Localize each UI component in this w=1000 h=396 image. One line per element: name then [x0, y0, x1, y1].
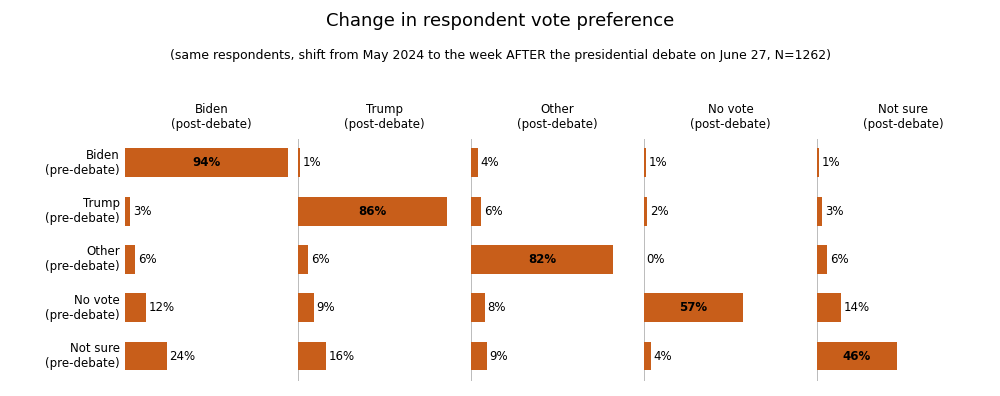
Text: 6%: 6% — [484, 205, 503, 217]
Bar — [471, 148, 478, 177]
Bar — [471, 341, 487, 371]
Bar — [298, 341, 326, 371]
Text: Trump
(post-debate): Trump (post-debate) — [344, 103, 425, 131]
Text: No vote
(post-debate): No vote (post-debate) — [690, 103, 771, 131]
Text: 14%: 14% — [844, 301, 870, 314]
Text: Other
(pre-debate): Other (pre-debate) — [45, 246, 120, 273]
Bar — [644, 293, 743, 322]
Text: 9%: 9% — [316, 301, 335, 314]
Bar — [471, 293, 485, 322]
Bar — [644, 341, 651, 371]
Text: 0%: 0% — [647, 253, 665, 266]
Text: 2%: 2% — [650, 205, 669, 217]
Bar — [298, 148, 300, 177]
Text: Not sure
(pre-debate): Not sure (pre-debate) — [45, 342, 120, 370]
Text: 4%: 4% — [481, 156, 499, 169]
Text: 4%: 4% — [654, 350, 672, 362]
Text: 82%: 82% — [528, 253, 556, 266]
Text: 3%: 3% — [133, 205, 151, 217]
Text: 86%: 86% — [358, 205, 387, 217]
Bar — [817, 245, 827, 274]
Text: Trump
(pre-debate): Trump (pre-debate) — [45, 197, 120, 225]
Bar — [298, 293, 314, 322]
Text: No vote
(pre-debate): No vote (pre-debate) — [45, 294, 120, 322]
Text: 1%: 1% — [821, 156, 840, 169]
Text: 12%: 12% — [148, 301, 174, 314]
Text: (same respondents, shift from May 2024 to the week AFTER the presidential debate: (same respondents, shift from May 2024 t… — [170, 50, 830, 63]
Text: 8%: 8% — [487, 301, 506, 314]
Bar — [644, 196, 647, 226]
Bar — [817, 148, 819, 177]
Text: Biden
(pre-debate): Biden (pre-debate) — [45, 149, 120, 177]
Bar — [471, 196, 481, 226]
Text: 6%: 6% — [311, 253, 330, 266]
Text: 24%: 24% — [169, 350, 195, 362]
Text: Not sure
(post-debate): Not sure (post-debate) — [863, 103, 944, 131]
Bar — [644, 148, 646, 177]
Text: 94%: 94% — [192, 156, 220, 169]
Text: 1%: 1% — [302, 156, 321, 169]
Bar — [125, 148, 288, 177]
Text: Other
(post-debate): Other (post-debate) — [517, 103, 598, 131]
Bar — [298, 196, 447, 226]
Text: Biden
(post-debate): Biden (post-debate) — [171, 103, 252, 131]
Text: 1%: 1% — [648, 156, 667, 169]
Text: Change in respondent vote preference: Change in respondent vote preference — [326, 12, 674, 30]
Text: 46%: 46% — [843, 350, 871, 362]
Text: 57%: 57% — [679, 301, 707, 314]
Bar — [125, 245, 135, 274]
Text: 9%: 9% — [489, 350, 508, 362]
Bar — [125, 341, 167, 371]
Bar — [817, 196, 822, 226]
Bar — [817, 341, 897, 371]
Text: 6%: 6% — [138, 253, 157, 266]
Bar — [298, 245, 308, 274]
Bar — [817, 293, 841, 322]
Text: 16%: 16% — [328, 350, 354, 362]
Bar — [125, 196, 130, 226]
Text: 3%: 3% — [825, 205, 843, 217]
Bar — [471, 245, 613, 274]
Bar — [125, 293, 146, 322]
Text: 6%: 6% — [830, 253, 849, 266]
